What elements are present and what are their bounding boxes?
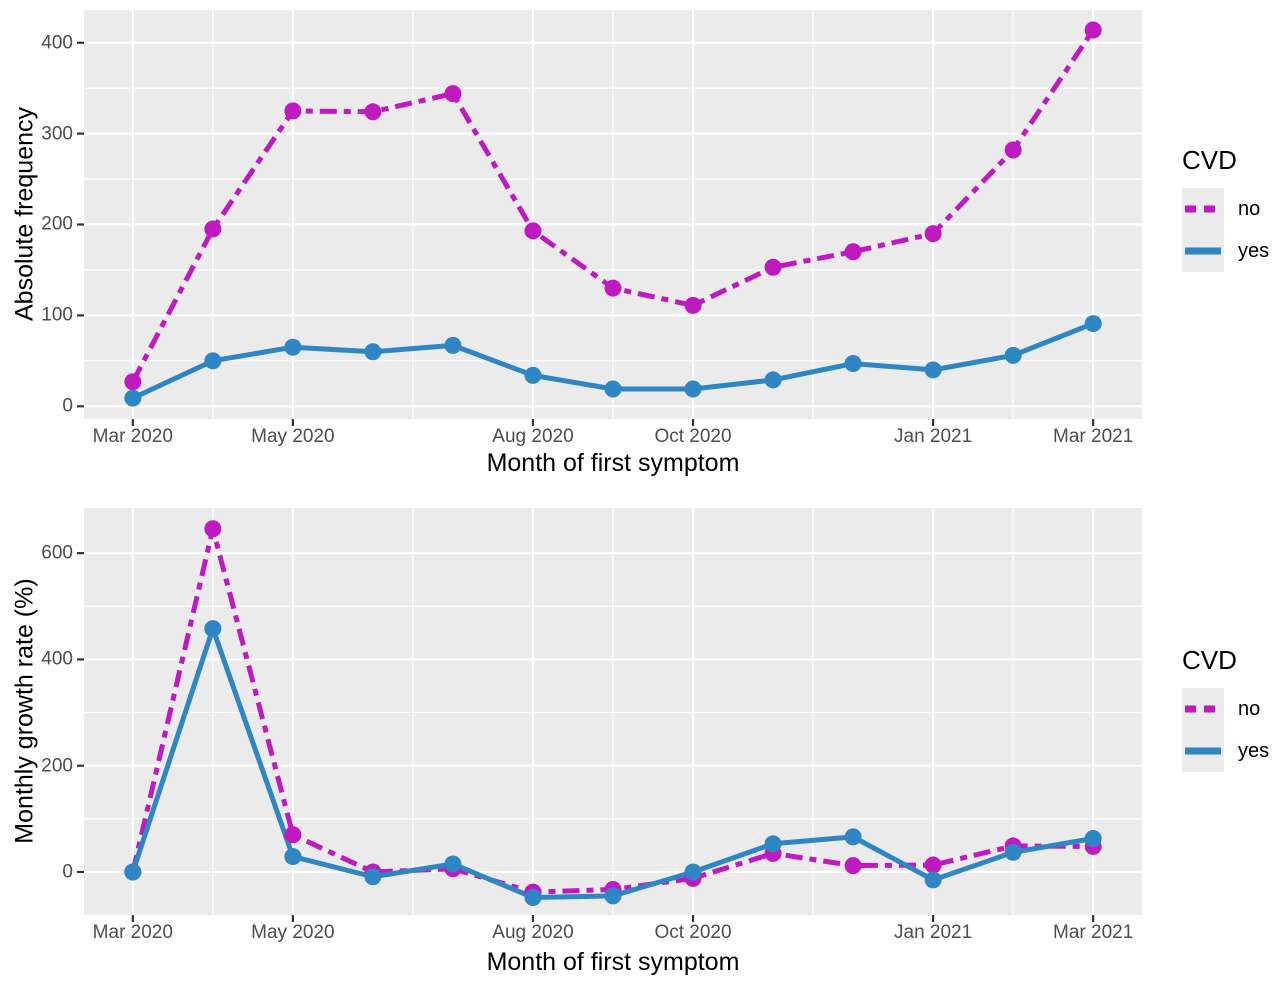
x-tick-label: Aug 2020 — [492, 426, 574, 447]
legend-item-yes: yes — [1182, 730, 1269, 772]
x-tick-label: May 2020 — [251, 922, 335, 943]
x-tick-label: Mar 2020 — [92, 922, 173, 943]
x-tick-label: Mar 2021 — [1053, 426, 1134, 447]
data-point-no — [764, 258, 782, 276]
legend-label-yes: yes — [1238, 740, 1270, 762]
y-tick-label: 200 — [41, 213, 73, 235]
data-point-no — [684, 296, 702, 314]
y-tick-label: 0 — [62, 861, 73, 883]
x-tick-label: Mar 2021 — [1053, 922, 1134, 943]
data-point-no — [524, 222, 542, 240]
data-point-no — [444, 85, 462, 103]
y-tick-label: 100 — [41, 304, 73, 326]
data-point-yes — [524, 366, 542, 384]
data-point-yes — [924, 361, 942, 379]
data-point-no — [284, 102, 302, 120]
legend-bottom: CVD no yes — [1182, 645, 1269, 772]
x-tick-label: Mar 2020 — [92, 426, 173, 447]
x-tick-label: Aug 2020 — [492, 922, 574, 943]
y-axis-title-top: Absolute frequency — [10, 106, 39, 322]
legend-title: CVD — [1182, 145, 1237, 175]
legend-top: CVD no yes — [1182, 145, 1269, 272]
data-point-yes — [764, 371, 782, 389]
data-point-yes — [604, 887, 622, 905]
data-point-no — [204, 220, 222, 238]
legend-item-no: no — [1182, 188, 1269, 230]
legend-title: CVD — [1182, 645, 1237, 675]
data-point-yes — [1084, 829, 1102, 847]
panel-1 — [77, 508, 1142, 922]
legend-label-no: no — [1238, 198, 1261, 220]
data-point-no — [844, 857, 862, 875]
data-point-no — [284, 826, 302, 844]
legend-key-yes — [1182, 730, 1224, 772]
y-tick-label: 400 — [41, 648, 73, 670]
data-point-no — [604, 279, 622, 297]
y-tick-label: 600 — [41, 542, 73, 564]
data-point-yes — [364, 343, 382, 361]
solid-line-icon — [1185, 247, 1221, 255]
data-point-no — [844, 243, 862, 261]
y-axis-title-bottom: Monthly growth rate (%) — [10, 578, 39, 844]
legend-label-no: no — [1238, 698, 1261, 720]
data-point-yes — [684, 380, 702, 398]
y-tick-label: 400 — [41, 32, 73, 54]
dashed-line-icon — [1185, 705, 1221, 713]
solid-line-icon — [1185, 747, 1221, 755]
data-point-no — [1004, 141, 1022, 159]
data-point-yes — [684, 863, 702, 881]
data-point-no — [924, 225, 942, 243]
data-point-yes — [444, 336, 462, 354]
legend-keys: no yes — [1182, 188, 1269, 272]
panel-0 — [77, 10, 1142, 426]
data-point-yes — [524, 888, 542, 906]
y-tick-label: 300 — [41, 123, 73, 145]
data-point-yes — [124, 389, 142, 407]
legend-keys: no yes — [1182, 688, 1269, 772]
data-point-yes — [604, 380, 622, 398]
data-point-yes — [1084, 315, 1102, 333]
data-point-yes — [1004, 346, 1022, 364]
y-tick-label: 0 — [62, 395, 73, 417]
data-point-yes — [204, 620, 222, 638]
x-tick-label: Oct 2020 — [654, 922, 732, 943]
data-point-yes — [844, 355, 862, 373]
data-point-yes — [284, 338, 302, 356]
x-tick-label: Oct 2020 — [654, 426, 732, 447]
legend-item-no: no — [1182, 688, 1269, 730]
legend-item-yes: yes — [1182, 230, 1269, 272]
data-point-yes — [364, 868, 382, 886]
x-tick-label: Jan 2021 — [894, 922, 973, 943]
data-point-yes — [764, 835, 782, 853]
legend-key-no — [1182, 688, 1224, 730]
dashed-line-icon — [1185, 205, 1221, 213]
data-point-no — [1084, 21, 1102, 39]
y-tick-label: 200 — [41, 755, 73, 777]
data-point-yes — [1004, 843, 1022, 861]
x-axis-title-top: Month of first symptom — [486, 449, 740, 477]
legend-key-yes — [1182, 230, 1224, 272]
data-point-yes — [444, 855, 462, 873]
data-point-yes — [284, 848, 302, 866]
x-axis-title-bottom: Month of first symptom — [486, 948, 740, 976]
data-point-yes — [924, 871, 942, 889]
x-tick-label: Jan 2021 — [894, 426, 973, 447]
x-tick-label: May 2020 — [251, 426, 335, 447]
data-point-no — [124, 373, 142, 391]
data-point-no — [204, 520, 222, 538]
data-point-no — [364, 103, 382, 121]
data-point-yes — [844, 828, 862, 846]
legend-label-yes: yes — [1238, 240, 1270, 262]
data-point-no — [924, 856, 942, 874]
data-point-yes — [124, 863, 142, 881]
data-point-yes — [204, 352, 222, 370]
legend-key-no — [1182, 188, 1224, 230]
